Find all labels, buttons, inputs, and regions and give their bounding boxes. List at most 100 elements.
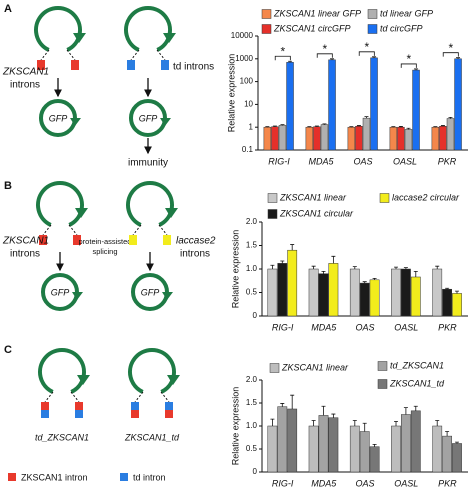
error-bar [307,126,312,128]
panel-label: B [4,180,12,192]
bar [452,293,462,317]
bar [263,126,272,151]
bar [359,282,370,317]
bar [442,288,452,317]
legend-swatch [261,9,272,19]
error-bar [403,267,408,269]
product-label: GFP [139,113,158,123]
y-tick-label: 2.0 [246,375,258,384]
bar [369,279,380,317]
error-bar [448,116,453,119]
x-tick-label: RIG-I [272,478,294,488]
outcome-label: immunity [128,158,168,169]
error-bar [362,281,367,284]
significance-bracket [442,52,459,57]
bar [318,273,329,317]
significance-bracket [400,63,417,68]
bar [410,276,421,317]
bar [432,425,443,473]
y-tick-label: 1.5 [246,241,258,250]
bar [328,263,339,317]
legend-swatch [377,361,388,371]
bar [391,425,401,473]
bar [308,268,319,317]
product-label: GFP [51,287,70,297]
bar [401,268,411,317]
error-bar [331,255,336,264]
construct-label: introns [10,249,40,260]
error-bar [445,287,450,290]
bar [320,124,329,151]
panel-label: C [4,344,12,356]
error-bar [454,441,459,444]
bar [286,62,294,151]
error-bar [352,266,357,269]
error-bar [372,56,377,58]
diagram-c: td_ZKSCAN1 ZKSCAN1_td ZKSCAN1 intron td … [8,347,182,482]
legend-label: ZKSCAN1 linear [281,362,349,372]
y-axis-title: Relative expression [226,54,236,133]
y-tick-label: 10 [244,100,253,109]
legend-swatch [267,209,278,219]
bar [454,58,462,151]
y-tick-label: 1.0 [246,264,258,273]
bar [369,446,380,473]
diagram-a: ZKSCAN1 introns GFP td introns GFP immun… [2,5,214,169]
bar [410,410,421,473]
error-bar [290,394,295,409]
significance-bracket [358,51,375,56]
bar [404,129,413,151]
error-bar [356,125,361,127]
y-tick-label: 10000 [231,31,254,40]
y-axis-title: Relative expression [230,387,240,466]
construct-label: laccase2 [176,236,216,247]
legend-label: ZKSCAN1 intron [21,472,88,482]
legend-label: td circGFP [380,23,423,33]
y-tick-label: 0 [253,311,258,320]
construct-label: ZKSCAN1 [2,236,49,247]
x-tick-label: PKR [438,322,457,332]
x-tick-label: OAS [353,156,372,166]
y-tick-label: 0 [253,467,258,476]
bar [389,126,398,151]
y-tick-label: 0.5 [246,444,258,453]
bar [370,57,378,151]
error-bar [394,421,399,426]
significance-label: * [364,40,369,54]
bar [349,268,360,317]
construct-label: td introns [173,62,214,73]
error-bar [290,244,295,251]
x-tick-label: OASL [393,156,417,166]
error-bar [403,407,408,415]
error-bar [280,403,285,407]
error-bar [352,420,357,426]
x-tick-label: RIG-I [268,156,290,166]
bar [278,125,287,151]
error-bar [314,125,319,127]
process-label: splicing [92,247,117,256]
error-bar [321,405,326,416]
error-bar [321,270,326,274]
error-bar [394,266,399,269]
error-bar [362,422,367,432]
x-tick-label: MDA5 [311,322,337,332]
y-tick-label: 1 [249,122,254,131]
x-tick-label: PKR [438,156,457,166]
error-bar [413,405,418,411]
y-axis-title: Relative expression [230,230,240,309]
bar [401,414,411,473]
bar [287,408,298,473]
error-bar [435,420,440,426]
bar [287,249,298,317]
error-bar [454,290,459,294]
y-tick-label: 0.5 [246,288,258,297]
bar [277,263,288,317]
diagram-b: ZKSCAN1 introns protein-assisted splicin… [2,180,216,311]
error-bar [270,418,275,426]
legend-swatch [267,193,278,203]
legend-label: ZKSCAN1 circGFP [273,23,351,33]
error-bar [265,126,270,128]
x-tick-label: RIG-I [272,322,294,332]
legend-swatch [261,24,272,34]
error-bar [391,126,396,128]
